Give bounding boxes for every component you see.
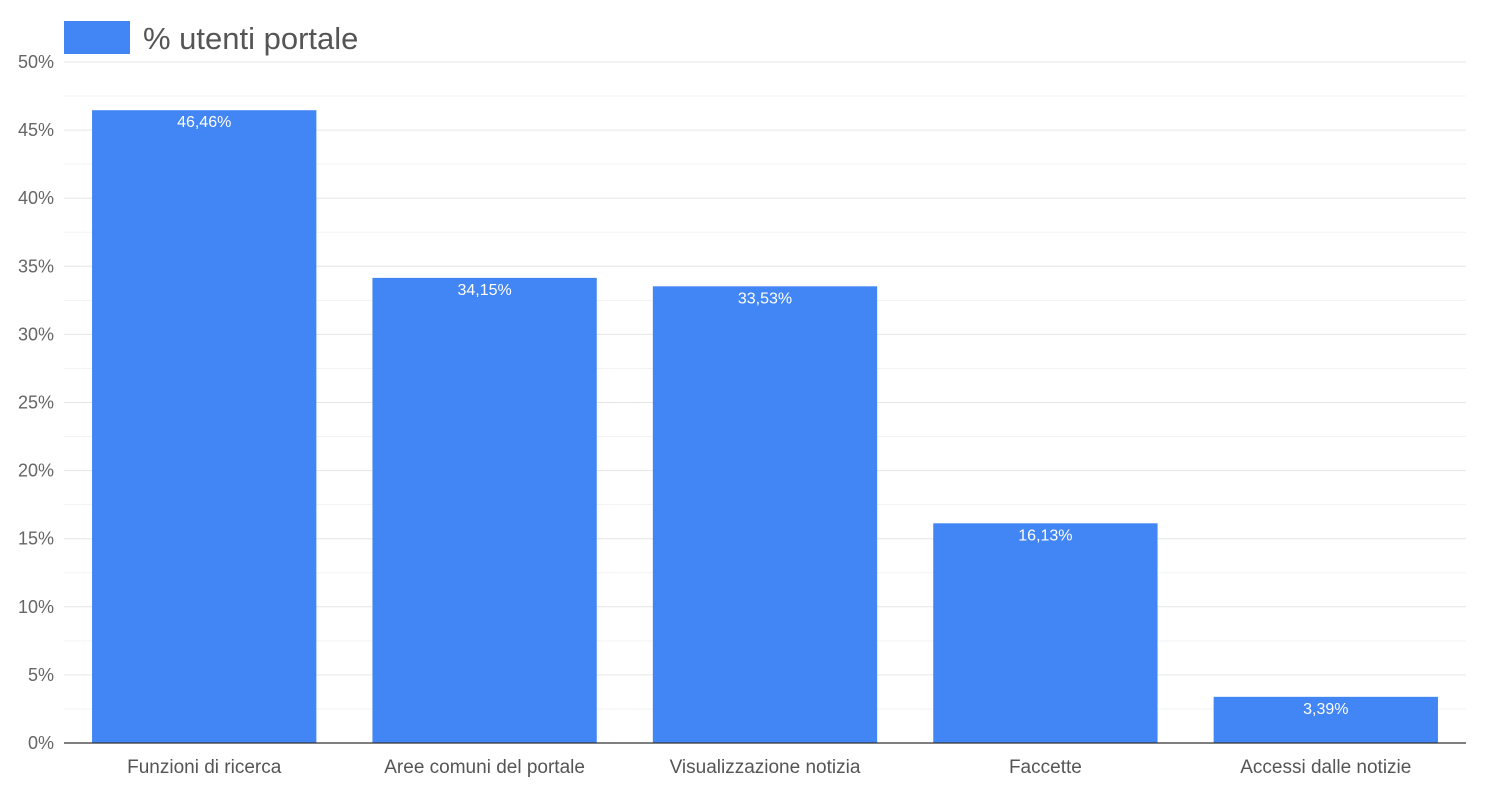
y-tick-label: 5%	[28, 665, 54, 685]
x-category-label: Accessi dalle notizie	[1240, 757, 1411, 778]
bar[interactable]	[933, 523, 1158, 743]
y-tick-label: 10%	[18, 597, 54, 617]
bars-layer: 46,46% 34,15% 33,53% 16,13% 3,39%	[92, 110, 1438, 744]
bar-data-label: 34,15%	[457, 282, 511, 299]
legend-series-name: % utenti portale	[143, 21, 358, 56]
bar[interactable]	[652, 286, 878, 743]
y-tick-label: 30%	[18, 324, 54, 344]
bar-data-label: 46,46%	[177, 114, 231, 131]
bar[interactable]	[1213, 696, 1438, 743]
x-category-label: Faccette	[1009, 757, 1082, 778]
y-tick-label: 20%	[18, 461, 54, 481]
bar-data-label: 3,39%	[1303, 701, 1348, 718]
y-tick-label: 25%	[18, 393, 54, 413]
y-tick-label: 0%	[28, 733, 54, 753]
legend-swatch	[64, 21, 130, 54]
bar[interactable]	[372, 277, 597, 743]
y-tick-label: 15%	[18, 529, 54, 549]
legend[interactable]: % utenti portale	[64, 21, 358, 56]
x-category-label: Aree comuni del portale	[384, 757, 585, 778]
bar-data-label: 33,53%	[738, 290, 792, 307]
y-tick-label: 50%	[18, 52, 54, 72]
axis-layer: 0% 5% 10% 15% 20% 25% 30% 35% 40% 45% 50% Funzioni …	[18, 52, 1466, 778]
x-category-label: Visualizzazione notizia	[670, 757, 861, 778]
y-tick-label: 35%	[18, 256, 54, 276]
x-category-label: Funzioni di ricerca	[127, 757, 282, 778]
y-tick-label: 45%	[18, 120, 54, 140]
bar[interactable]	[92, 110, 317, 744]
y-tick-label: 40%	[18, 188, 54, 208]
bar-data-label: 16,13%	[1018, 527, 1072, 544]
